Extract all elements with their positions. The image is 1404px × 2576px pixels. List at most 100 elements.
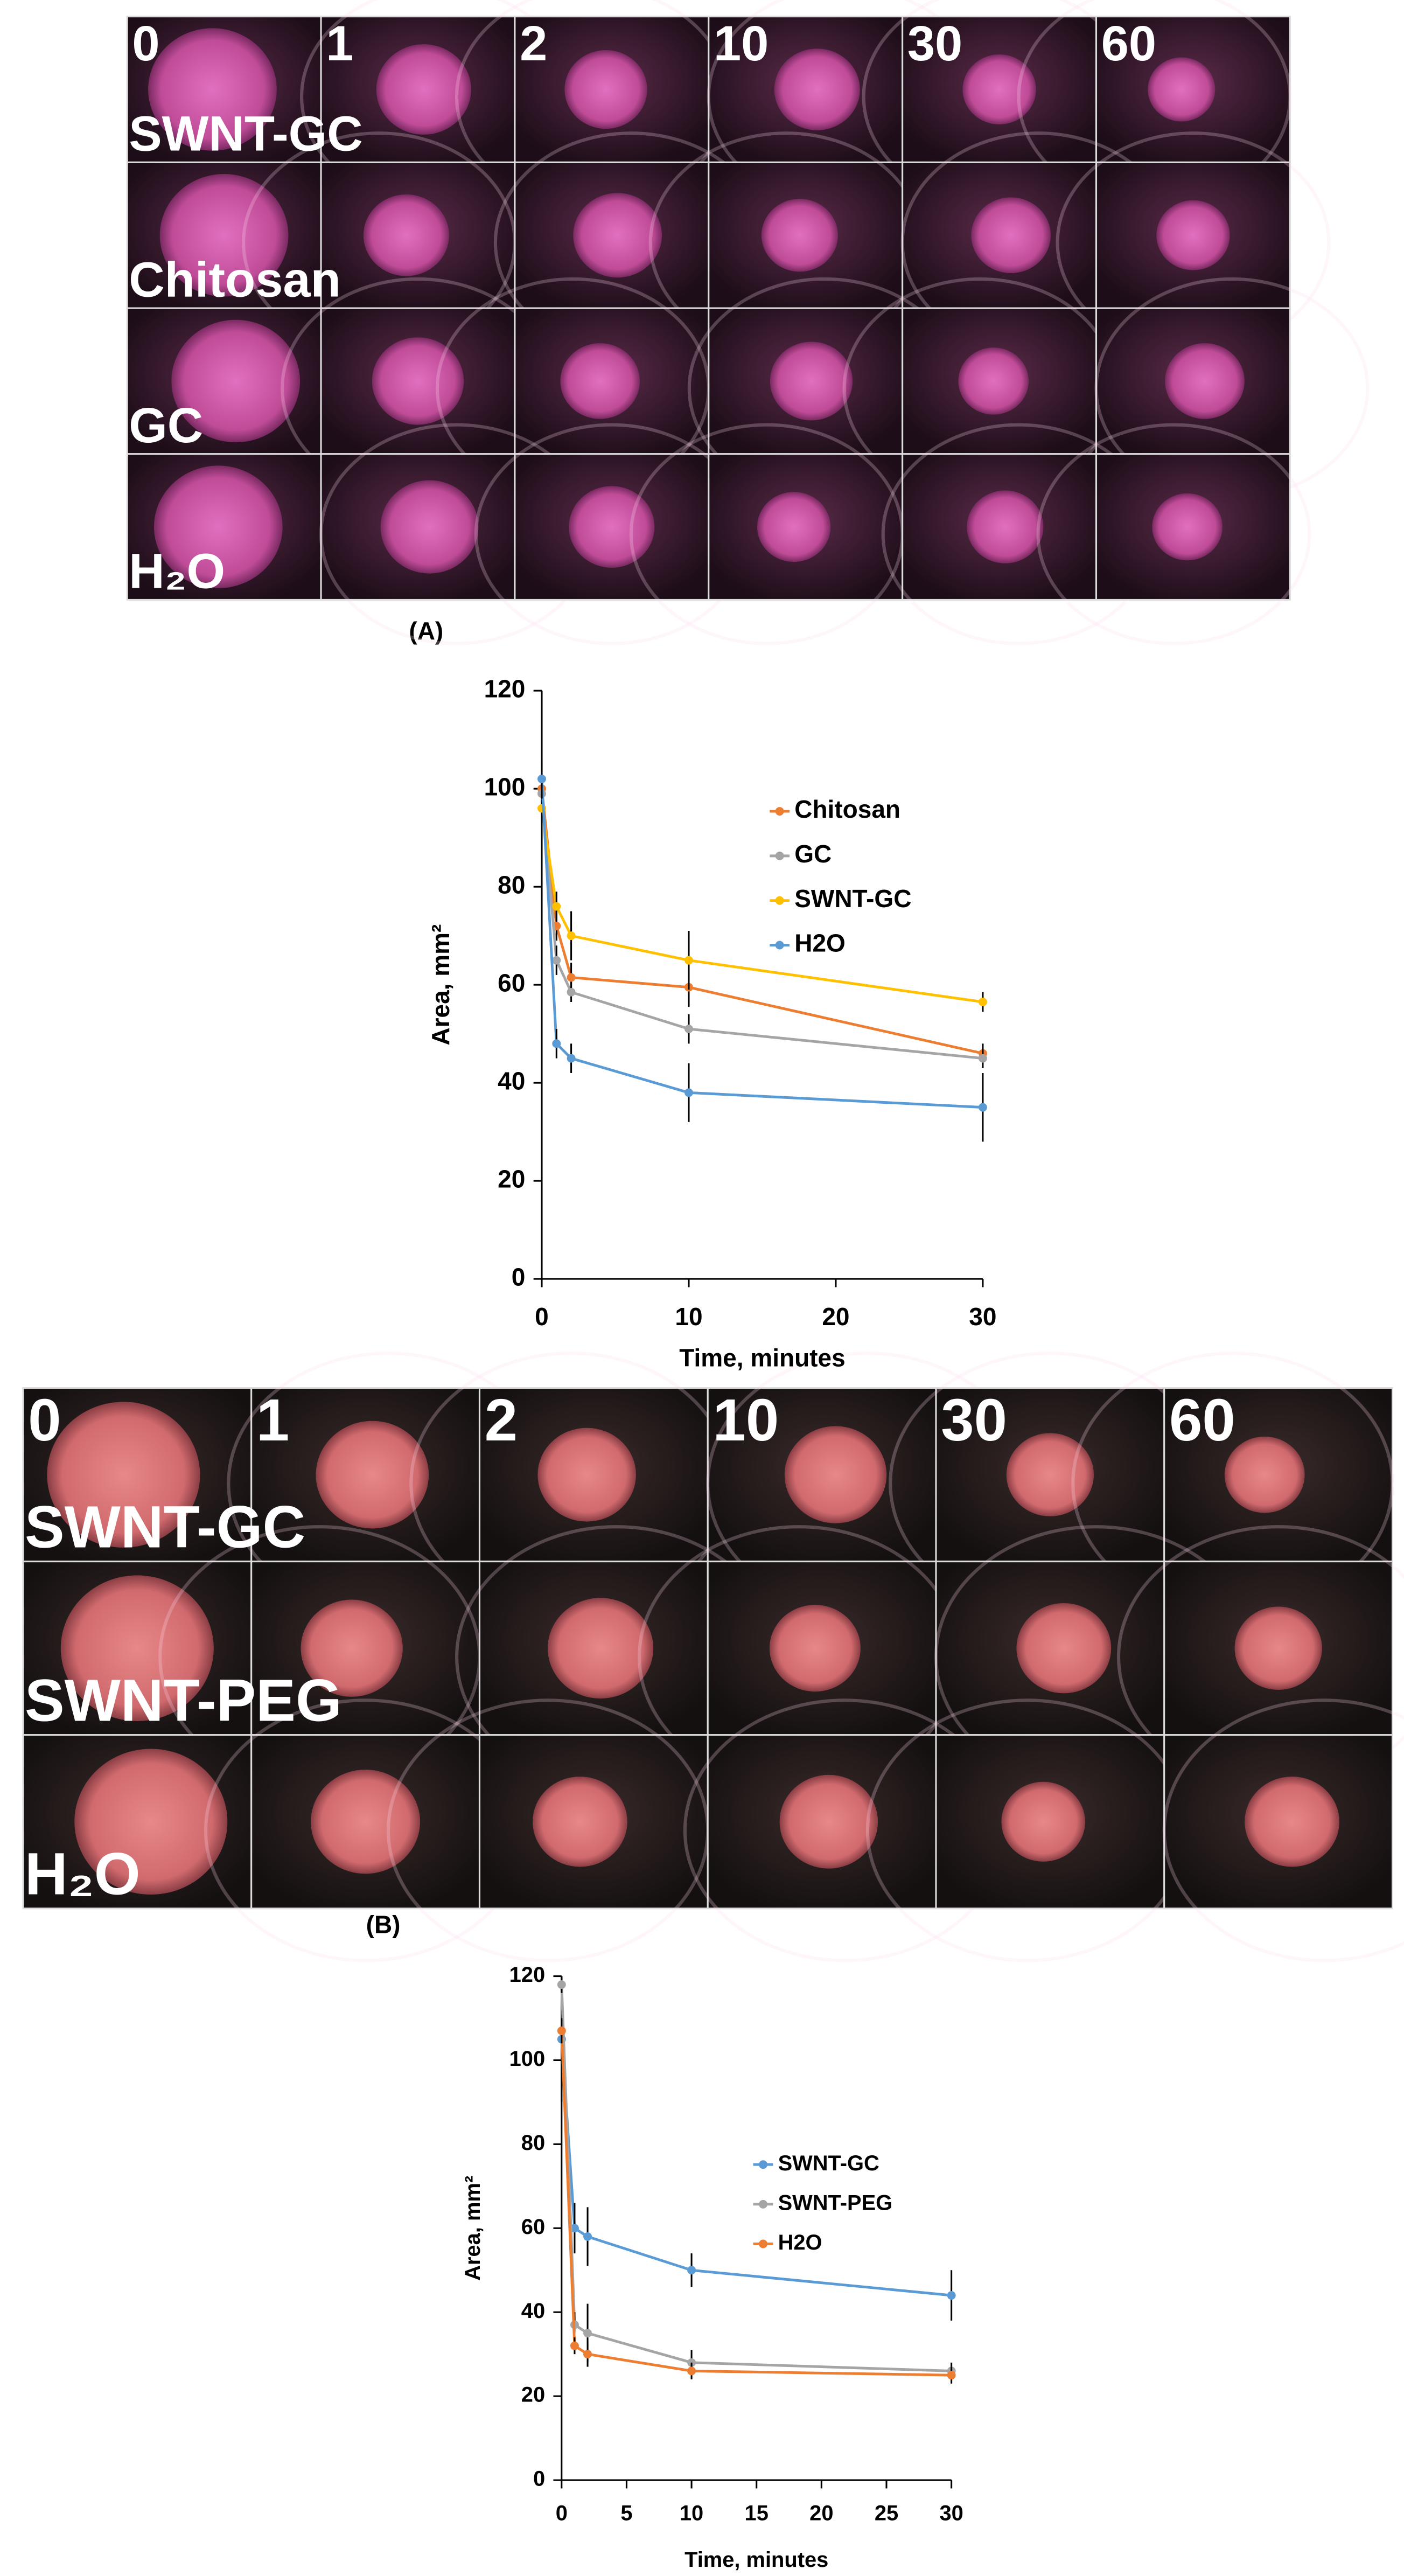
y-tick-label: 60 (498, 969, 525, 997)
gel-disc (967, 490, 1044, 563)
y-tick-label: 0 (533, 2467, 545, 2491)
data-point (684, 1088, 693, 1097)
series-line (540, 793, 983, 1060)
y-tick-label: 0 (512, 1263, 526, 1291)
gel-disc (564, 50, 647, 129)
gel-disc (971, 197, 1051, 274)
data-point (552, 1039, 561, 1048)
data-point (684, 956, 693, 965)
y-tick-label: 20 (521, 2383, 545, 2407)
data-point (978, 998, 987, 1006)
data-point (567, 987, 576, 997)
data-point (947, 2371, 956, 2380)
x-tick-label: 30 (969, 1303, 996, 1331)
row-label: Chitosan (129, 252, 341, 307)
row-label: H₂O (129, 544, 225, 599)
time-label: 2 (485, 1387, 518, 1453)
gel-disc (171, 319, 301, 443)
y-tick-label: 80 (521, 2131, 545, 2155)
legend-label: H2O (778, 2231, 822, 2254)
data-point (684, 1025, 693, 1034)
gel-disc (159, 174, 289, 297)
data-point (567, 1054, 576, 1063)
legend-label: H2O (794, 929, 846, 957)
gel-disc (560, 343, 640, 419)
time-label: 10 (714, 16, 769, 71)
gel-disc (1245, 1777, 1339, 1867)
gel-disc (153, 465, 283, 588)
x-tick-label: 20 (822, 1303, 849, 1331)
time-label: 10 (713, 1387, 779, 1453)
x-tick-label: 25 (875, 2501, 898, 2525)
row-label: SWNT-PEG (25, 1668, 342, 1734)
data-point (583, 2329, 592, 2338)
time-label: 30 (941, 1387, 1007, 1453)
gel-disc (569, 486, 655, 568)
x-tick-label: 30 (939, 2501, 963, 2525)
gel-disc (74, 1749, 228, 1895)
y-axis-label: Area, mm² (461, 2176, 485, 2281)
photo (1163, 1734, 1394, 1910)
data-point (978, 1103, 987, 1112)
data-point (583, 2232, 592, 2241)
data-point (687, 2266, 696, 2275)
time-label: 0 (28, 1387, 61, 1453)
legend-label: SWNT-GC (778, 2152, 879, 2175)
gel-disc (537, 1428, 636, 1522)
gel-disc (533, 1777, 627, 1867)
legend-label: Chitosan (794, 795, 900, 823)
legend-label: GC (794, 840, 832, 868)
gel-disc (770, 342, 853, 421)
data-point (552, 956, 561, 965)
gel-disc (380, 480, 479, 574)
gel-disc (1234, 1606, 1322, 1690)
legend-marker (759, 2239, 767, 2248)
photo (708, 161, 904, 309)
gel-disc (548, 1598, 654, 1699)
legend-label: SWNT-PEG (778, 2191, 893, 2215)
time-label: 2 (520, 16, 547, 71)
gel-disc (1016, 1603, 1112, 1694)
time-label: 60 (1101, 16, 1156, 71)
series-line (560, 2039, 952, 2297)
x-tick-label: 15 (745, 2501, 769, 2525)
series-line (540, 808, 983, 1004)
legend-marker (775, 807, 784, 816)
y-tick-label: 80 (498, 871, 525, 899)
x-tick-label: 20 (809, 2501, 833, 2525)
data-point (557, 1980, 566, 1989)
gel-disc (774, 48, 860, 130)
row-label: SWNT-GC (25, 1494, 305, 1561)
gel-disc (301, 1599, 403, 1697)
data-point (570, 2341, 579, 2350)
x-tick-label: 10 (675, 1303, 702, 1331)
gel-disc (784, 1426, 887, 1523)
data-point (978, 1054, 987, 1063)
time-label: 0 (132, 16, 159, 71)
data-point (557, 2026, 566, 2035)
gel-disc (1165, 343, 1245, 419)
x-tick-label: 10 (680, 2501, 703, 2525)
data-point (567, 973, 576, 982)
y-tick-label: 100 (484, 772, 526, 800)
gel-disc (1006, 1433, 1094, 1516)
row-label: GC (129, 398, 203, 453)
gel-disc (363, 194, 449, 276)
y-tick-label: 40 (521, 2299, 545, 2323)
gel-disc (779, 1774, 878, 1869)
gel-disc (47, 1402, 200, 1548)
series-line (560, 1985, 952, 2372)
legend-marker (775, 851, 784, 860)
y-tick-label: 20 (498, 1165, 525, 1193)
gel-disc (1224, 1436, 1305, 1513)
data-point (583, 2350, 592, 2359)
gel-disc (1156, 200, 1230, 270)
data-point (687, 2366, 696, 2376)
y-tick-label: 60 (521, 2215, 545, 2239)
gel-disc (311, 1770, 421, 1874)
gel-disc (958, 347, 1029, 415)
gel-disc (757, 492, 831, 562)
time-label: 1 (326, 16, 353, 71)
data-point (567, 931, 576, 941)
